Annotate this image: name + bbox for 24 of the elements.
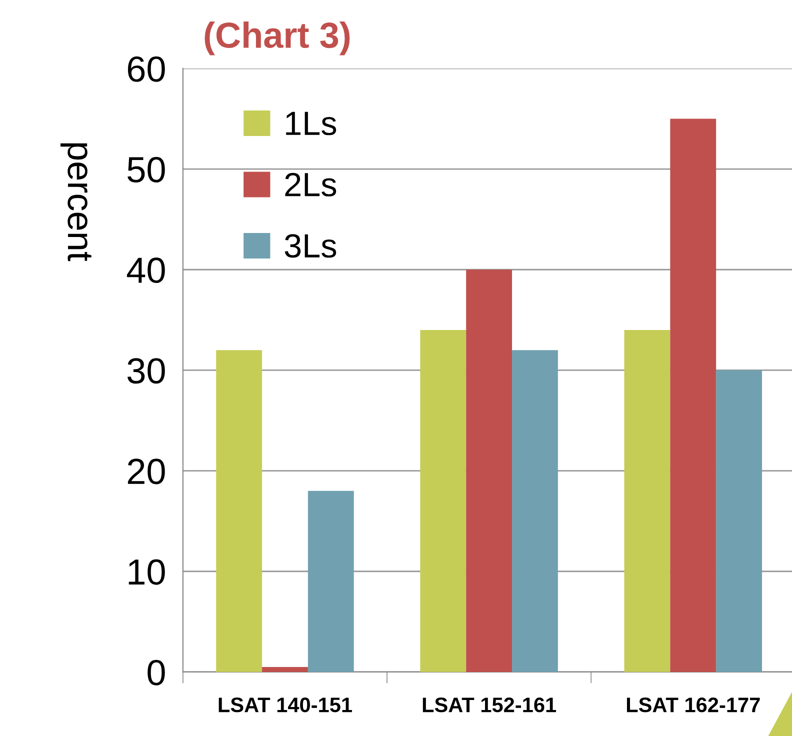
legend-label: 1Ls (286, 112, 336, 136)
y-tick-label: 50 (128, 156, 165, 182)
bar (512, 350, 558, 672)
legend-label: 3Ls (284, 234, 336, 258)
y-axis-title: percent (60, 143, 92, 262)
bar (216, 350, 262, 672)
bar (308, 490, 354, 672)
bar (716, 370, 762, 672)
bar (466, 270, 512, 672)
x-tick-label: LSAT 140-151 (218, 698, 352, 712)
bar (420, 330, 466, 672)
y-tick-label: 0 (148, 660, 165, 686)
bar (624, 330, 670, 672)
bar (262, 666, 308, 672)
legend-label: 2Ls (285, 172, 336, 196)
y-tick-label: 30 (128, 358, 165, 384)
bar (670, 118, 716, 672)
y-tick-label: 60 (128, 56, 165, 82)
y-tick-label: 40 (126, 257, 165, 284)
chart-title: (Chart 3) (204, 22, 350, 56)
x-tick-label: LSAT 152-161 (422, 698, 556, 712)
x-tick-label: LSAT 162-177 (626, 698, 760, 712)
y-tick-label: 10 (128, 559, 165, 585)
y-tick-label: 20 (128, 458, 165, 484)
